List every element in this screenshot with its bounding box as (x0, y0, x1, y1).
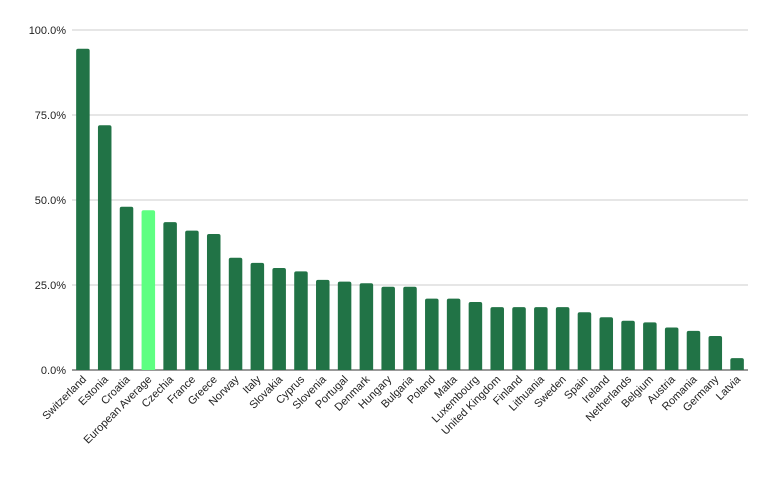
bar-luxembourg (468, 302, 483, 370)
bar-spain (577, 312, 592, 370)
bar-european-average (141, 210, 156, 370)
bar-lithuania (534, 307, 548, 370)
bar-finland (512, 307, 526, 370)
bar-cyprus (294, 271, 308, 370)
bar-malta (446, 298, 461, 370)
y-axis: 0.0% 25.0% 50.0% 75.0% 100.0% (29, 25, 67, 377)
bar-germany (708, 336, 723, 370)
bar-slovenia (316, 279, 330, 370)
bar-switzerland (76, 48, 90, 370)
bar-norway (228, 257, 243, 370)
bar-denmark (359, 283, 374, 370)
x-tick-label: Latvia (714, 373, 744, 403)
bar-romania (686, 330, 701, 370)
bar-hungary (381, 286, 395, 370)
y-tick-label: 100.0% (29, 25, 67, 37)
bar-france (185, 230, 199, 370)
bar-netherlands (621, 320, 635, 370)
bar-estonia (97, 125, 112, 370)
bar-italy (250, 262, 265, 370)
bar-latvia (730, 358, 744, 370)
bar-austria (664, 327, 679, 370)
bar-greece (206, 234, 221, 370)
bar-bulgaria (403, 286, 417, 370)
bar-ireland (599, 317, 614, 370)
bar-sweden (555, 307, 570, 370)
bar-united-kingdom (490, 307, 504, 370)
bar-czechia (163, 222, 177, 370)
bar-belgium (643, 322, 657, 370)
gridlines (72, 29, 748, 371)
bar-poland (425, 298, 439, 370)
y-tick-label: 75.0% (35, 110, 66, 122)
bar-portugal (337, 281, 352, 370)
y-tick-label: 0.0% (41, 365, 66, 377)
bars (76, 48, 744, 370)
bar-croatia (119, 206, 134, 370)
y-tick-label: 25.0% (35, 280, 66, 292)
y-tick-label: 50.0% (35, 195, 66, 207)
bar-slovakia (272, 268, 286, 370)
